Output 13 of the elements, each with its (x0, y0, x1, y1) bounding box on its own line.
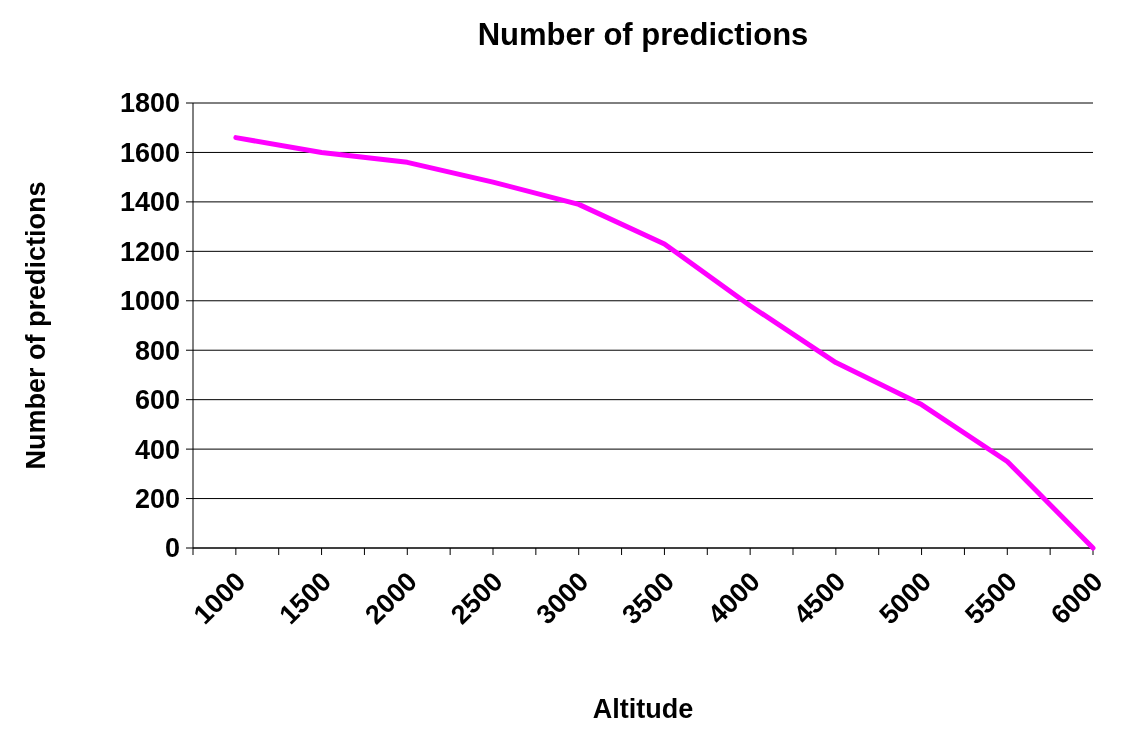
y-tick-label: 400 (134, 434, 180, 465)
chart-title: Number of predictions (477, 17, 809, 52)
y-tick-label: 0 (164, 533, 180, 564)
y-tick-label: 1200 (119, 236, 180, 267)
y-axis-title: Number of predictions (21, 181, 51, 470)
x-axis-title: Altitude (592, 694, 694, 724)
y-tick-label: 800 (134, 335, 180, 366)
y-tick-label: 200 (134, 484, 180, 515)
y-tick-label: 1600 (119, 137, 180, 168)
y-tick-label: 1800 (119, 88, 180, 119)
y-tick-label: 600 (134, 385, 180, 416)
y-tick-label: 1000 (119, 286, 180, 317)
y-tick-label: 1400 (119, 187, 180, 218)
